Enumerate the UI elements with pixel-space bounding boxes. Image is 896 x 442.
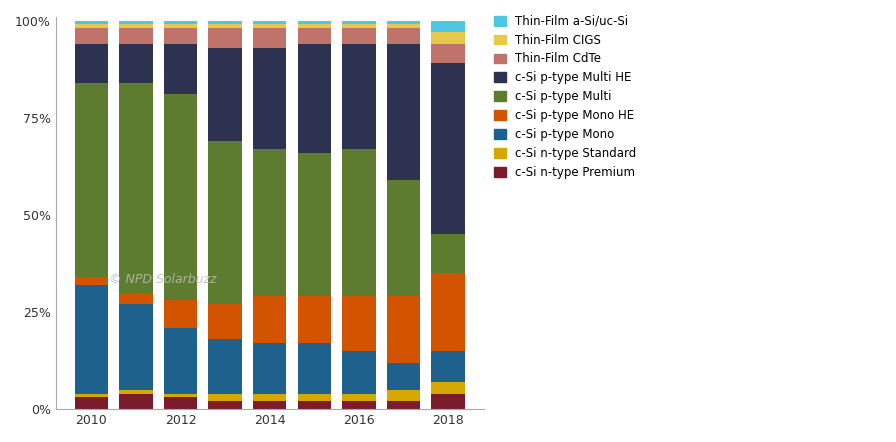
Bar bbox=[297, 20, 331, 24]
Bar bbox=[342, 351, 375, 393]
Bar bbox=[253, 149, 287, 297]
Bar bbox=[119, 24, 152, 28]
Bar bbox=[119, 390, 152, 393]
Bar bbox=[387, 401, 420, 409]
Bar bbox=[342, 297, 375, 351]
Bar bbox=[209, 20, 242, 24]
Bar bbox=[209, 28, 242, 48]
Bar bbox=[297, 28, 331, 44]
Bar bbox=[387, 180, 420, 297]
Bar bbox=[164, 44, 197, 94]
Bar bbox=[431, 63, 465, 234]
Bar bbox=[297, 401, 331, 409]
Bar bbox=[431, 273, 465, 351]
Bar bbox=[431, 20, 465, 32]
Bar bbox=[74, 277, 108, 285]
Bar bbox=[253, 48, 287, 149]
Bar bbox=[119, 293, 152, 304]
Bar bbox=[253, 24, 287, 28]
Bar bbox=[74, 24, 108, 28]
Bar bbox=[342, 20, 375, 24]
Bar bbox=[209, 339, 242, 393]
Bar bbox=[431, 234, 465, 273]
Bar bbox=[253, 20, 287, 24]
Bar bbox=[342, 44, 375, 149]
Bar bbox=[297, 44, 331, 152]
Bar bbox=[431, 393, 465, 409]
Bar bbox=[209, 24, 242, 28]
Legend: Thin-Film a-Si/uc-Si, Thin-Film CIGS, Thin-Film CdTe, c-Si p-type Multi HE, c-Si: Thin-Film a-Si/uc-Si, Thin-Film CIGS, Th… bbox=[494, 15, 636, 179]
Bar bbox=[164, 393, 197, 397]
Bar bbox=[74, 393, 108, 397]
Bar bbox=[164, 300, 197, 328]
Bar bbox=[342, 401, 375, 409]
Bar bbox=[387, 390, 420, 401]
Bar bbox=[164, 20, 197, 24]
Bar bbox=[209, 401, 242, 409]
Bar bbox=[253, 401, 287, 409]
Bar bbox=[342, 24, 375, 28]
Bar bbox=[74, 44, 108, 83]
Bar bbox=[119, 44, 152, 83]
Bar bbox=[342, 149, 375, 297]
Bar bbox=[387, 297, 420, 362]
Bar bbox=[297, 152, 331, 297]
Bar bbox=[74, 28, 108, 44]
Bar bbox=[342, 393, 375, 401]
Bar bbox=[119, 393, 152, 409]
Bar bbox=[431, 351, 465, 382]
Bar bbox=[387, 24, 420, 28]
Bar bbox=[387, 20, 420, 24]
Bar bbox=[119, 28, 152, 44]
Bar bbox=[387, 28, 420, 44]
Bar bbox=[297, 297, 331, 343]
Bar bbox=[164, 28, 197, 44]
Bar bbox=[164, 24, 197, 28]
Bar bbox=[431, 382, 465, 393]
Bar bbox=[253, 393, 287, 401]
Bar bbox=[387, 44, 420, 180]
Bar bbox=[297, 393, 331, 401]
Bar bbox=[74, 83, 108, 277]
Bar bbox=[119, 83, 152, 293]
Bar bbox=[253, 28, 287, 48]
Bar bbox=[297, 24, 331, 28]
Bar bbox=[74, 20, 108, 24]
Bar bbox=[387, 362, 420, 390]
Bar bbox=[297, 343, 331, 393]
Bar bbox=[431, 44, 465, 63]
Bar bbox=[164, 397, 197, 409]
Bar bbox=[119, 20, 152, 24]
Bar bbox=[164, 94, 197, 300]
Bar bbox=[74, 285, 108, 393]
Bar bbox=[119, 304, 152, 390]
Bar bbox=[209, 48, 242, 141]
Bar bbox=[74, 397, 108, 409]
Text: © NPD Solarbuzz: © NPD Solarbuzz bbox=[109, 273, 217, 286]
Bar bbox=[431, 32, 465, 44]
Bar bbox=[209, 393, 242, 401]
Bar bbox=[342, 28, 375, 44]
Bar bbox=[253, 343, 287, 393]
Bar bbox=[209, 304, 242, 339]
Bar bbox=[164, 328, 197, 393]
Bar bbox=[253, 297, 287, 343]
Bar bbox=[209, 141, 242, 304]
